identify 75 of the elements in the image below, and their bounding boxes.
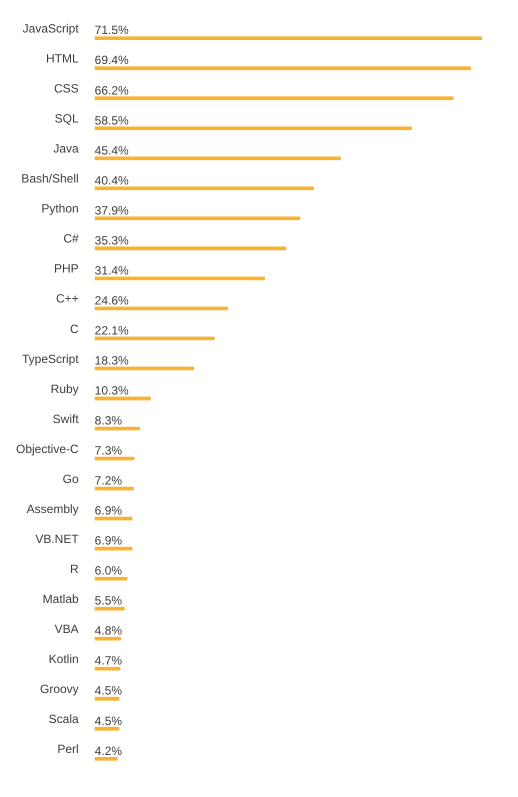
- bar: [94, 726, 120, 731]
- y-tick-label: VBA: [54, 622, 79, 636]
- bar: [94, 246, 286, 250]
- y-tick-label: VB.NET: [35, 532, 80, 546]
- bar: [94, 186, 314, 190]
- bar: [94, 576, 128, 580]
- bar: [94, 366, 194, 370]
- data-label: 8.3%: [94, 414, 122, 428]
- data-label: 22.1%: [94, 323, 130, 338]
- bar: [94, 126, 412, 130]
- y-tick-label: Go: [62, 472, 79, 486]
- data-label: 45.4%: [94, 143, 130, 158]
- data-label: 66.2%: [94, 83, 130, 98]
- y-tick-label: Objective-C: [16, 442, 80, 456]
- y-tick-label: Scala: [48, 712, 79, 726]
- data-label: 7.2%: [94, 474, 122, 488]
- bar: [94, 636, 122, 641]
- y-tick-label: Groovy: [40, 682, 79, 696]
- bar: [94, 486, 134, 490]
- data-label: 18.3%: [94, 353, 130, 368]
- data-label: 4.8%: [94, 624, 122, 638]
- data-label: 5.5%: [94, 594, 122, 608]
- data-label: 6.0%: [94, 564, 122, 578]
- y-tick-label: TypeScript: [22, 352, 80, 366]
- y-tick-label: HTML: [46, 52, 80, 66]
- y-tick-label: PHP: [54, 262, 79, 276]
- data-label: 10.3%: [94, 384, 130, 398]
- bar: [94, 96, 454, 100]
- bar: [94, 516, 132, 520]
- bar: [94, 276, 266, 280]
- data-label: 71.5%: [94, 23, 130, 38]
- y-tick-label: Perl: [57, 742, 79, 756]
- data-label: 35.3%: [94, 233, 130, 248]
- bar: [94, 336, 215, 340]
- y-tick-label: C: [70, 322, 80, 336]
- y-tick-label: Ruby: [50, 382, 79, 396]
- bar: [94, 306, 228, 310]
- y-tick-label: Bash/Shell: [21, 172, 79, 186]
- bar: [94, 216, 300, 220]
- bar: [94, 696, 120, 701]
- data-label: 4.5%: [94, 684, 122, 698]
- data-label: 4.2%: [94, 744, 122, 758]
- data-label: 24.6%: [94, 293, 130, 308]
- data-label: 58.5%: [94, 113, 130, 128]
- y-tick-label: Python: [41, 202, 79, 216]
- data-label: 31.4%: [94, 263, 130, 278]
- bar: [94, 456, 135, 460]
- bar: [94, 36, 482, 40]
- bar: [94, 756, 118, 761]
- y-tick-label: SQL: [54, 112, 80, 126]
- data-label: 6.9%: [94, 504, 122, 518]
- y-tick-label: Kotlin: [48, 652, 79, 666]
- data-label: 7.3%: [94, 444, 122, 458]
- bar: [94, 396, 151, 400]
- y-tick-label: C#: [63, 232, 80, 246]
- data-label: 40.4%: [94, 173, 130, 188]
- data-label: 4.7%: [94, 654, 122, 668]
- data-label: 69.4%: [94, 53, 130, 68]
- bar: [94, 606, 125, 610]
- y-tick-label: R: [70, 562, 80, 576]
- y-tick-label: C++: [56, 292, 79, 306]
- y-tick-label: JavaScript: [22, 22, 80, 36]
- bar: [94, 66, 471, 70]
- bar: [94, 546, 132, 550]
- y-tick-label: Matlab: [42, 592, 79, 606]
- data-label: 37.9%: [94, 203, 130, 218]
- y-tick-label: Assembly: [26, 502, 79, 516]
- bar: [94, 666, 120, 671]
- data-label: 6.9%: [94, 534, 122, 548]
- y-tick-label: Java: [53, 142, 79, 156]
- data-label: 4.5%: [94, 714, 122, 728]
- y-tick-label: CSS: [54, 82, 79, 96]
- y-tick-label: Swift: [52, 412, 80, 426]
- bar: [94, 156, 341, 160]
- bar: [94, 426, 140, 430]
